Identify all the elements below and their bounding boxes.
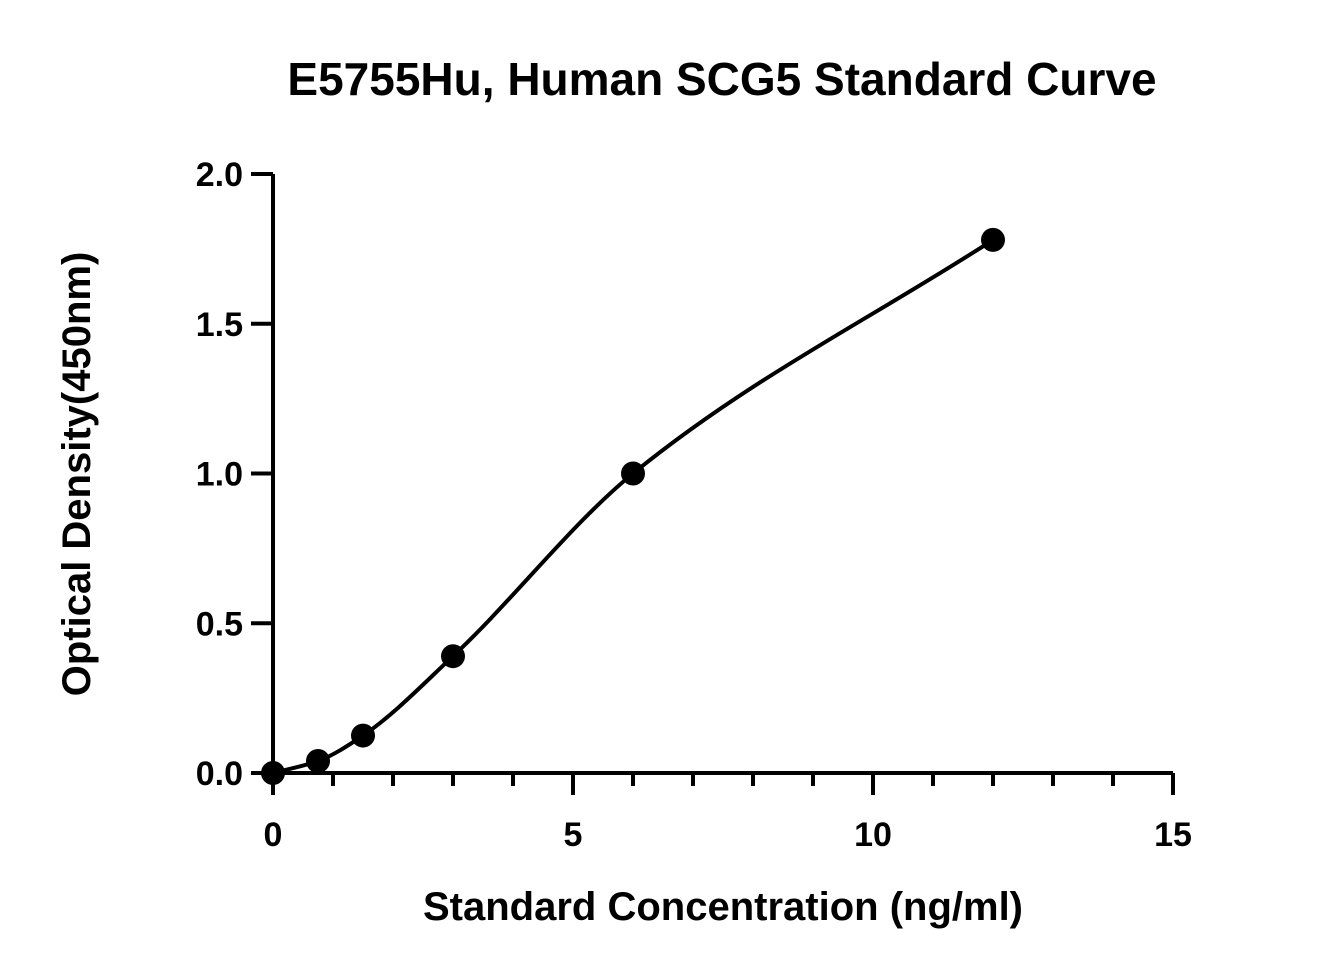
data-point bbox=[981, 227, 1005, 252]
x-axis-label: Standard Concentration (ng/ml) bbox=[423, 885, 1023, 929]
y-axis-label: Optical Density(450nm) bbox=[55, 252, 99, 697]
data-point bbox=[261, 761, 285, 785]
x-tick-label: 5 bbox=[564, 816, 583, 854]
chart-title: E5755Hu, Human SCG5 Standard Curve bbox=[287, 53, 1156, 105]
y-tick-label: 1.5 bbox=[196, 306, 243, 344]
fit-curve bbox=[272, 238, 995, 775]
data-point bbox=[306, 749, 330, 774]
y-tick-label: 0.0 bbox=[196, 755, 243, 793]
x-tick-label: 0 bbox=[264, 816, 283, 854]
data-point bbox=[441, 644, 465, 669]
y-tick-label: 1.0 bbox=[196, 456, 243, 494]
y-tick-label: 2.0 bbox=[196, 156, 243, 194]
data-points-layer bbox=[261, 227, 1005, 785]
data-point bbox=[621, 461, 645, 486]
x-tick-label: 10 bbox=[854, 816, 892, 854]
fit-curve-layer bbox=[272, 238, 995, 775]
data-point bbox=[351, 723, 375, 748]
x-tick-label: 15 bbox=[1154, 816, 1192, 854]
axes: 0 5 10 15 0.0 0.5 1.0 1.5 2.0 bbox=[196, 156, 1192, 854]
y-tick-label: 0.5 bbox=[196, 605, 243, 643]
